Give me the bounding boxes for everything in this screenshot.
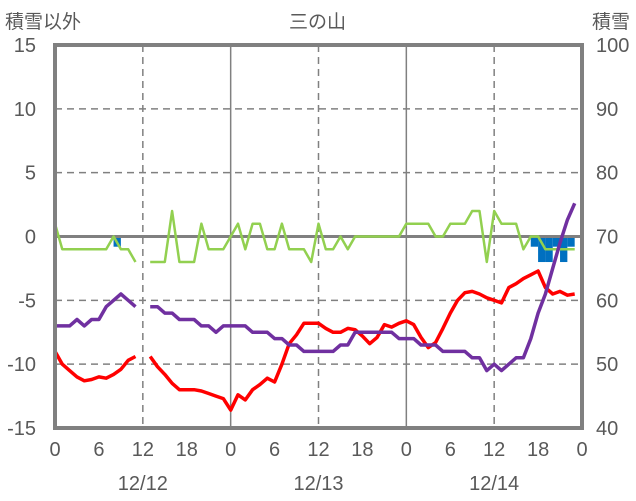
precip-bar bbox=[552, 236, 561, 247]
y-tick-left: -15 bbox=[7, 418, 36, 440]
y-tick-right: 80 bbox=[596, 163, 618, 185]
left-axis-title: 積雪以外 bbox=[5, 11, 82, 33]
date-label: 12/14 bbox=[469, 473, 519, 495]
x-tick-label: 6 bbox=[269, 439, 280, 461]
x-tick-label: 18 bbox=[176, 439, 198, 461]
series-line-red bbox=[53, 269, 575, 412]
y-tick-left: 15 bbox=[14, 35, 36, 57]
x-tick-label: 18 bbox=[351, 439, 373, 461]
y-tick-left: 10 bbox=[14, 99, 36, 121]
y-tick-left: -10 bbox=[7, 354, 36, 376]
x-tick-label: 12 bbox=[483, 439, 505, 461]
y-tick-right: 90 bbox=[596, 99, 618, 121]
plot-frame bbox=[53, 43, 584, 430]
x-tick-label: 18 bbox=[527, 439, 549, 461]
x-tick-label: 12 bbox=[307, 439, 329, 461]
y-tick-right: 50 bbox=[596, 354, 618, 376]
x-tick-label: 6 bbox=[445, 439, 456, 461]
right-axis-title: 積雪 bbox=[592, 11, 631, 33]
x-tick-label: 12 bbox=[132, 439, 154, 461]
y-tick-left: 0 bbox=[25, 227, 36, 249]
y-tick-right: 40 bbox=[596, 418, 618, 440]
precip-bar bbox=[567, 236, 575, 247]
date-label: 12/13 bbox=[293, 473, 343, 495]
y-tick-right: 70 bbox=[596, 227, 618, 249]
precip-bar bbox=[530, 236, 539, 247]
date-label: 12/12 bbox=[118, 473, 168, 495]
y-tick-left: 5 bbox=[25, 163, 36, 185]
precip-bar bbox=[538, 236, 546, 263]
x-tick-label: 0 bbox=[49, 439, 60, 461]
chart-title: 三の山 bbox=[289, 11, 347, 33]
x-tick-label: 0 bbox=[576, 439, 587, 461]
x-tick-label: 0 bbox=[401, 439, 412, 461]
series-line-purple bbox=[55, 202, 577, 373]
x-tick-label: 0 bbox=[225, 439, 236, 461]
y-tick-right: 100 bbox=[596, 35, 629, 57]
series-line-green bbox=[53, 209, 575, 264]
x-tick-label: 6 bbox=[93, 439, 104, 461]
y-tick-right: 60 bbox=[596, 290, 618, 312]
y-tick-left: -5 bbox=[18, 290, 36, 312]
